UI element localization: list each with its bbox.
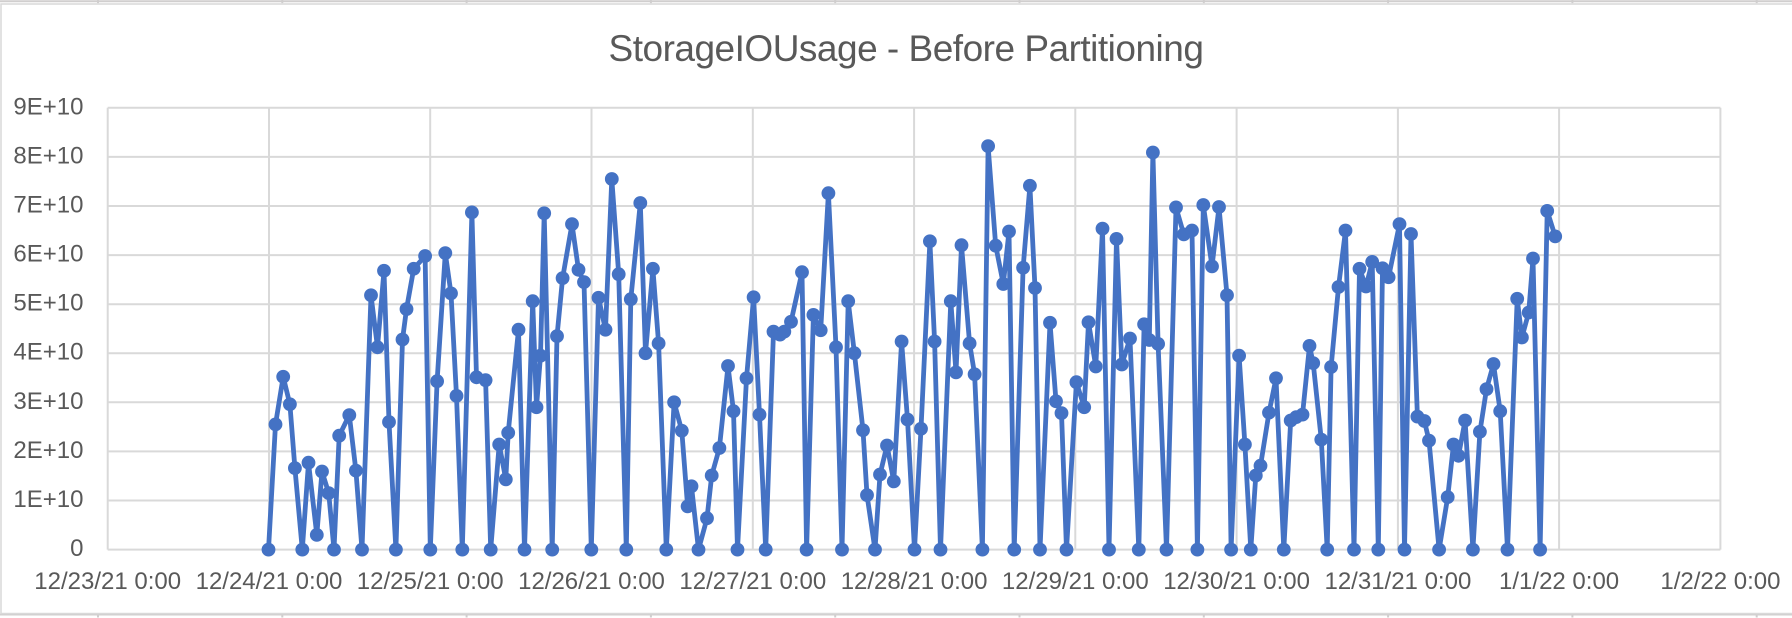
svg-text:12/31/21 0:00: 12/31/21 0:00	[1324, 568, 1471, 595]
svg-text:12/27/21 0:00: 12/27/21 0:00	[679, 568, 826, 595]
svg-text:12/29/21 0:00: 12/29/21 0:00	[1002, 568, 1149, 595]
svg-text:12/24/21 0:00: 12/24/21 0:00	[196, 568, 343, 595]
svg-text:1/1/22 0:00: 1/1/22 0:00	[1499, 568, 1619, 595]
svg-text:0: 0	[70, 535, 83, 562]
svg-text:12/25/21 0:00: 12/25/21 0:00	[357, 568, 504, 595]
svg-text:12/30/21 0:00: 12/30/21 0:00	[1163, 568, 1310, 595]
svg-text:8E+10: 8E+10	[13, 142, 83, 169]
svg-text:12/28/21 0:00: 12/28/21 0:00	[841, 568, 988, 595]
svg-text:StorageIOUsage - Before Partit: StorageIOUsage - Before Partitioning	[609, 28, 1204, 69]
svg-text:1/2/22 0:00: 1/2/22 0:00	[1660, 568, 1780, 595]
svg-text:5E+10: 5E+10	[13, 290, 83, 317]
svg-text:2E+10: 2E+10	[13, 437, 83, 464]
svg-text:4E+10: 4E+10	[13, 339, 83, 366]
svg-text:7E+10: 7E+10	[13, 192, 83, 219]
svg-text:6E+10: 6E+10	[13, 241, 83, 268]
svg-text:12/26/21 0:00: 12/26/21 0:00	[518, 568, 665, 595]
svg-text:3E+10: 3E+10	[13, 388, 83, 415]
svg-text:9E+10: 9E+10	[13, 93, 83, 120]
svg-text:12/23/21 0:00: 12/23/21 0:00	[34, 568, 181, 595]
svg-text:1E+10: 1E+10	[13, 486, 83, 513]
